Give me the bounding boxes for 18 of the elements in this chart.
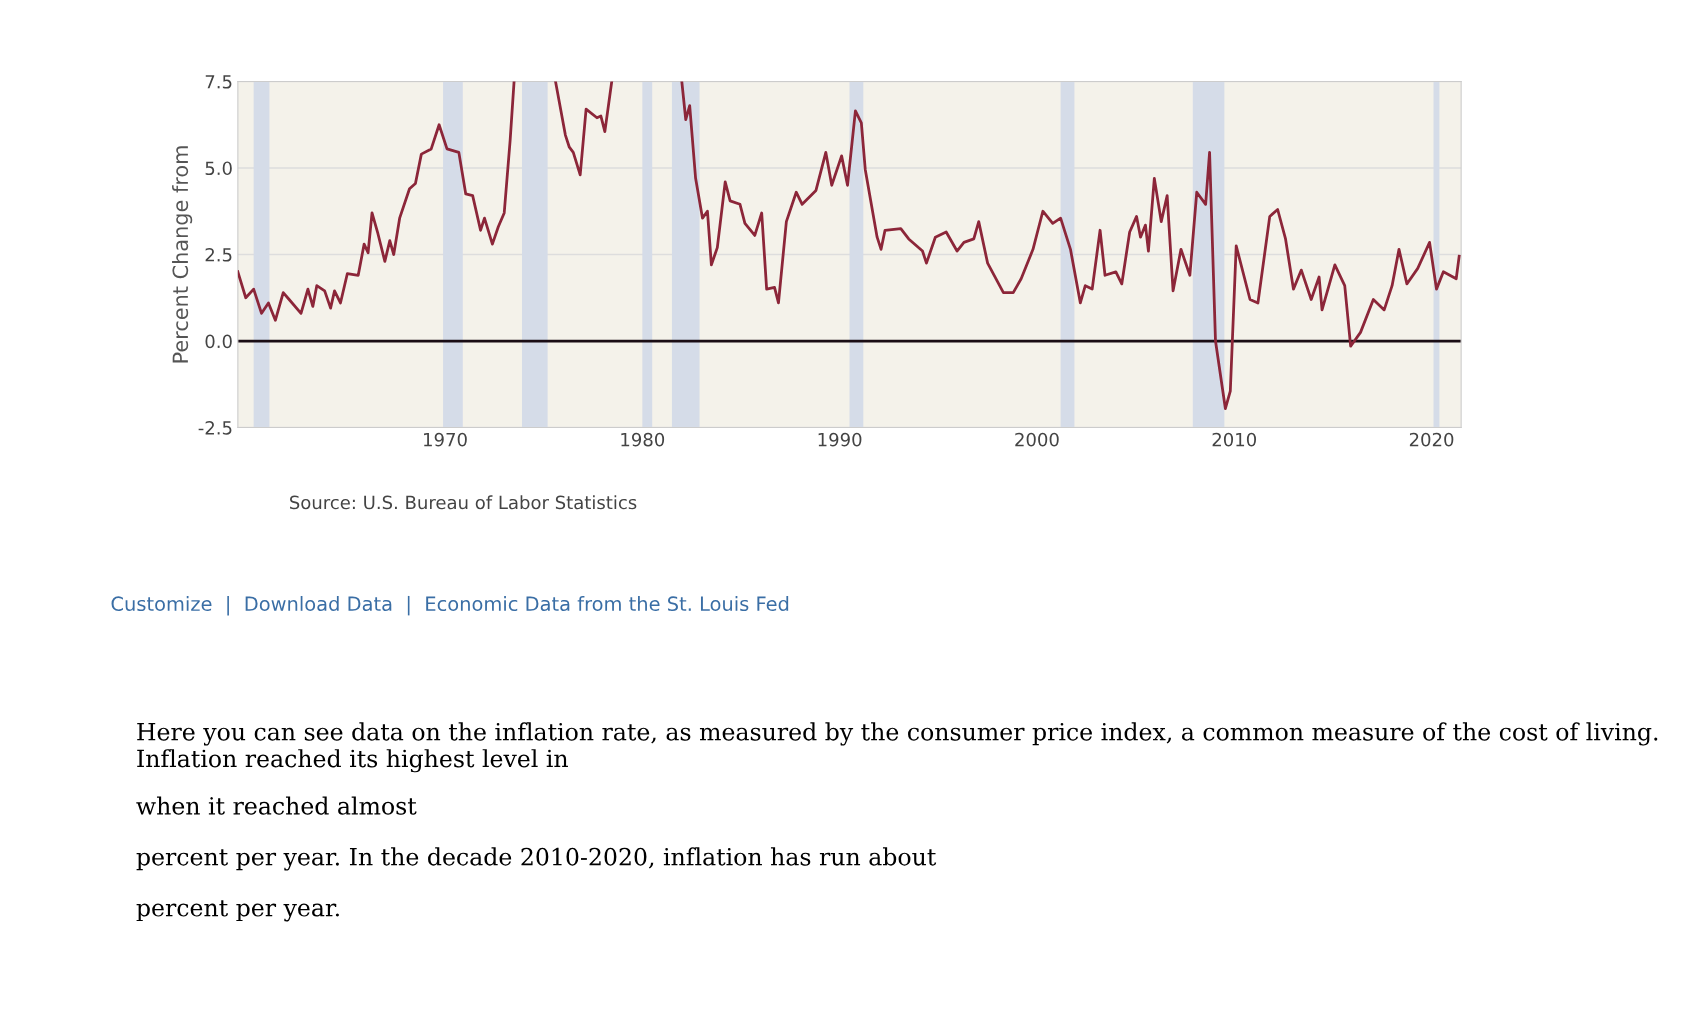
x-tick-label: 2000	[1015, 432, 1059, 447]
x-tick-label: 2020	[1409, 432, 1454, 447]
source-note: Source: U.S. Bureau of Labor Statistics	[290, 495, 637, 510]
x-tick-label: 2010	[1212, 432, 1257, 447]
text: when it reached almost	[136, 796, 417, 815]
text: Customize | Download Data | Economic Data from the St. Louis Fed	[111, 595, 789, 616]
x-tick-label: 1980	[621, 432, 665, 447]
text: Here you can see data on the inflation rate, as measured by the consumer price index, a common measure of the cost of living. Inflation reached its highest level in	[137, 722, 1658, 773]
y-tick-label: 2.5	[205, 247, 232, 262]
y-tick-label: 7.5	[205, 75, 232, 89]
y-tick-label: -2.5	[198, 421, 232, 435]
y-tick-label: 0.0	[205, 334, 232, 349]
text: percent per year.	[136, 900, 339, 922]
y-tick-label: 5.0	[205, 161, 232, 176]
x-tick-label: 1990	[818, 432, 862, 447]
y-axis-title: Percent Change from	[172, 146, 193, 363]
x-tick-label: 1970	[424, 432, 467, 447]
text: percent per year. In the decade 2010-2020, inflation has run about	[136, 847, 937, 871]
